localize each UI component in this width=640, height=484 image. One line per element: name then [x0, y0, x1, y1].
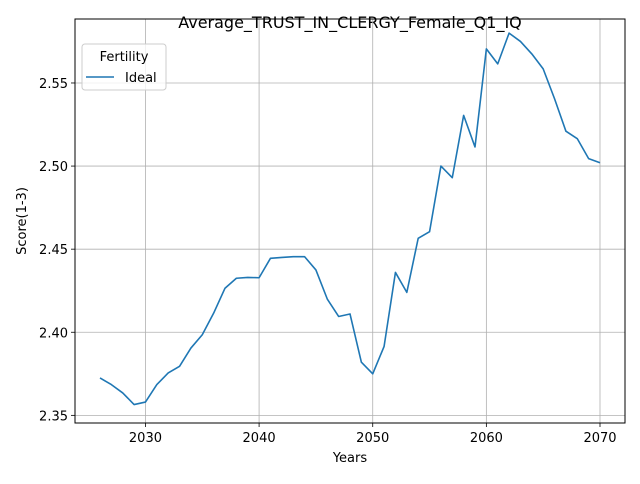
- y-axis-title: Score(1-3): [15, 187, 30, 255]
- y-tick-label: 2.40: [39, 326, 68, 341]
- y-tick-label: 2.55: [39, 77, 68, 92]
- y-tick-label: 2.50: [39, 160, 68, 175]
- legend-box: [81, 43, 167, 91]
- x-tick-label: 2040: [243, 431, 276, 446]
- series-line-ideal: [99, 32, 601, 406]
- y-tick-label: 2.45: [39, 243, 68, 258]
- y-tick-label: 2.35: [39, 409, 68, 424]
- grid: [75, 19, 625, 423]
- plot-frame: [74, 18, 626, 424]
- x-tick-label: 2060: [470, 431, 503, 446]
- chart-title: Average_TRUST_IN_CLERGY_Female_Q1_IQ: [178, 13, 522, 33]
- legend-title: Fertility: [100, 50, 149, 65]
- legend: Fertility Ideal: [81, 43, 167, 91]
- y-axis-ticks: 2.35 2.40 2.45 2.50 2.55: [39, 77, 75, 424]
- legend-label-ideal: Ideal: [125, 71, 157, 86]
- x-axis-title: Years: [332, 451, 368, 466]
- x-tick-label: 2070: [583, 431, 616, 446]
- x-tick-label: 2030: [129, 431, 162, 446]
- x-tick-label: 2050: [356, 431, 389, 446]
- series-lines: [99, 32, 601, 406]
- x-axis-ticks: 2030 2040 2050 2060 2070: [129, 423, 617, 446]
